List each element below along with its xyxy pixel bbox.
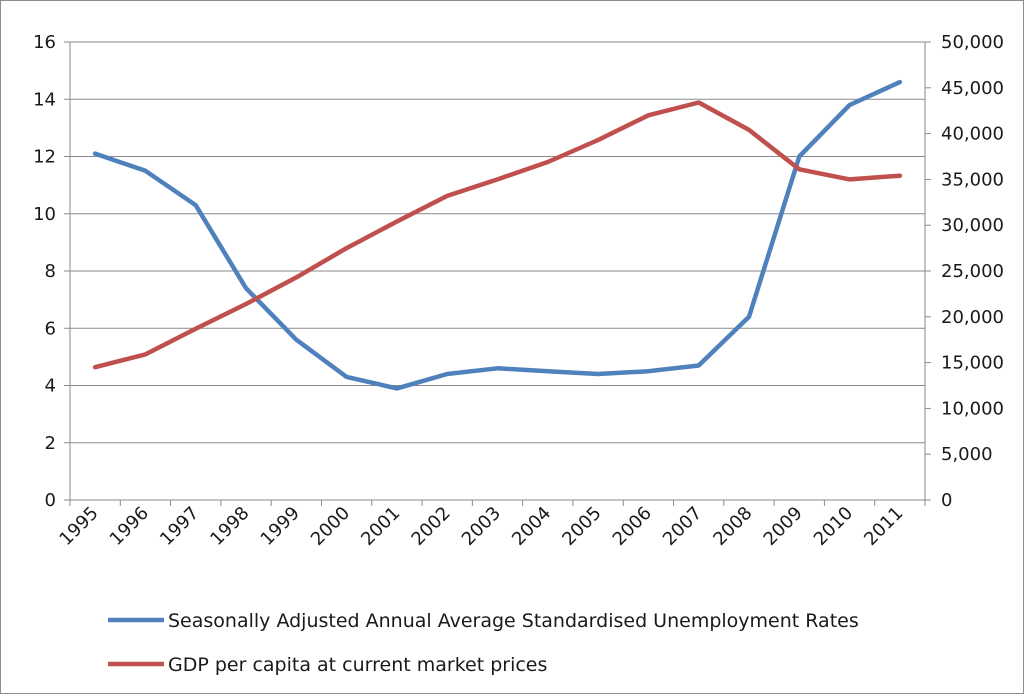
- x-tick-label: 1995: [55, 503, 102, 550]
- x-tick-label: 2007: [659, 503, 706, 550]
- left-tick-label: 6: [45, 318, 56, 339]
- x-tick-label: 2002: [407, 503, 454, 550]
- x-tick-label: 2011: [860, 503, 907, 550]
- left-tick-label: 16: [33, 32, 56, 53]
- gdp-series-line: [92, 100, 903, 370]
- x-tick-label: 1997: [156, 503, 203, 550]
- left-tick-label: 10: [33, 204, 56, 225]
- x-tick-label: 1999: [257, 503, 304, 550]
- legend-label: Seasonally Adjusted Annual Average Stand…: [168, 610, 859, 632]
- x-tick-label: 2000: [307, 503, 354, 550]
- x-tick-label: 1998: [206, 503, 253, 550]
- left-tick-label: 2: [45, 433, 56, 454]
- x-tick-label: 1996: [106, 503, 153, 550]
- right-tick-label: 35,000: [941, 169, 1004, 190]
- left-axis-ticks: 0 2 4 6 8 10 12 14 16: [33, 32, 70, 511]
- right-tick-label: 10,000: [941, 398, 1004, 419]
- right-tick-label: 45,000: [941, 78, 1004, 99]
- right-tick-label: 20,000: [941, 307, 1004, 328]
- left-tick-label: 12: [33, 147, 56, 168]
- unemployment-series-line: [92, 79, 903, 391]
- x-tick-label: 2001: [357, 503, 404, 550]
- right-axis-ticks: 0 5,000 10,000 15,000 20,000 25,000 30,000 35,0…: [925, 32, 1004, 511]
- right-tick-label: 40,000: [941, 124, 1004, 145]
- right-tick-label: 25,000: [941, 261, 1004, 282]
- right-tick-label: 30,000: [941, 215, 1004, 236]
- x-tick-label: 2006: [609, 503, 656, 550]
- legend-label: GDP per capita at current market prices: [168, 654, 547, 676]
- left-tick-label: 0: [45, 490, 56, 511]
- legend: Seasonally Adjusted Annual Average Stand…: [108, 610, 859, 676]
- gridlines: [70, 41, 925, 444]
- right-tick-label: 15,000: [941, 353, 1004, 374]
- right-tick-label: 0: [941, 490, 952, 511]
- x-tick-label: 2008: [709, 503, 756, 550]
- right-tick-label: 5,000: [941, 444, 993, 465]
- left-tick-label: 4: [45, 376, 56, 397]
- x-tick-label: 2010: [810, 503, 857, 550]
- x-tick-label: 2004: [508, 503, 555, 550]
- x-axis-ticks: 1995 1996 1997 1998 1999 2000 2001 2002 2003 2004…: [55, 500, 926, 550]
- x-tick-label: 2003: [458, 503, 505, 550]
- x-tick-label: 2005: [558, 503, 605, 550]
- x-tick-label: 2009: [760, 503, 807, 550]
- right-tick-label: 50,000: [941, 32, 1004, 53]
- left-tick-label: 8: [45, 261, 56, 282]
- left-tick-label: 14: [33, 89, 56, 110]
- series-lines: [92, 79, 903, 391]
